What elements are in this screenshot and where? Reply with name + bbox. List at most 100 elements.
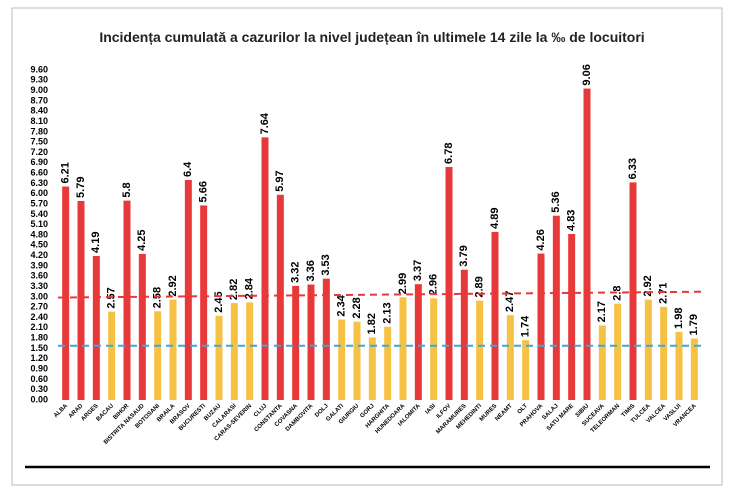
y-tick-label: 3.90	[30, 260, 48, 270]
bar	[77, 200, 85, 400]
value-label: 2.28	[351, 297, 363, 318]
value-label: 2.92	[167, 275, 179, 296]
bar	[246, 302, 254, 400]
bar	[92, 255, 100, 400]
x-tick-label: OLT	[517, 403, 530, 416]
value-label: 4.83	[566, 210, 578, 231]
y-tick-label: 6.30	[30, 178, 48, 188]
bar	[491, 231, 499, 400]
y-tick-label: 9.00	[30, 85, 48, 95]
bar	[338, 319, 346, 400]
y-tick-label: 0.00	[30, 394, 48, 404]
value-label: 4.26	[535, 229, 547, 250]
y-tick-label: 1.80	[30, 333, 48, 343]
value-label: 2.13	[382, 302, 394, 323]
y-tick-label: 2.70	[30, 302, 48, 312]
frame	[11, 7, 723, 486]
value-label: 3.53	[320, 254, 332, 275]
y-tick-label: 0.60	[30, 374, 48, 384]
y-tick-label: 6.60	[30, 168, 48, 178]
bar	[537, 253, 545, 400]
bar	[629, 182, 637, 400]
value-label: 1.82	[366, 313, 378, 334]
bar	[460, 269, 468, 400]
bar	[154, 311, 162, 400]
bar	[675, 331, 683, 400]
y-tick-label: 5.40	[30, 209, 48, 219]
bar	[568, 233, 576, 400]
value-label: 2.89	[474, 276, 486, 297]
bar	[506, 315, 514, 400]
bar	[522, 340, 530, 400]
bar	[476, 300, 484, 400]
value-label: 6.21	[60, 162, 72, 183]
bar	[384, 326, 392, 400]
y-tick-label: 3.00	[30, 291, 48, 301]
value-label: 2.8	[612, 285, 624, 300]
value-label: 6.78	[443, 143, 455, 164]
y-tick-label: 0.90	[30, 363, 48, 373]
value-label: 3.36	[305, 260, 317, 281]
bar	[62, 186, 70, 400]
bar	[445, 166, 453, 400]
y-tick-label: 6.90	[30, 157, 48, 167]
y-tick-label: 1.20	[30, 353, 48, 363]
value-label: 2.96	[428, 274, 440, 295]
bar	[200, 205, 208, 400]
value-label: 2.92	[642, 275, 654, 296]
value-label: 5.36	[550, 191, 562, 212]
value-label: 5.66	[198, 181, 210, 202]
x-tick-label: NEAMT	[494, 403, 514, 423]
bar	[598, 325, 606, 400]
value-label: 7.64	[259, 112, 271, 134]
bar	[614, 303, 622, 400]
bar	[307, 284, 315, 400]
y-tick-label: 3.60	[30, 271, 48, 281]
value-label: 2.34	[336, 294, 348, 316]
value-label: 4.89	[489, 207, 501, 228]
y-tick-label: 6.00	[30, 188, 48, 198]
bar	[184, 180, 192, 400]
y-tick-label: 7.80	[30, 126, 48, 136]
chart-title: Incidența cumulată a cazurilor la nivel …	[99, 29, 644, 45]
bar	[368, 337, 376, 400]
value-label: 1.98	[673, 308, 685, 329]
bar	[552, 215, 560, 400]
bar	[230, 303, 238, 400]
bar	[430, 298, 438, 400]
value-label: 3.32	[290, 261, 302, 282]
y-tick-label: 9.60	[30, 64, 48, 74]
y-tick-label: 8.40	[30, 106, 48, 116]
y-tick-label: 1.50	[30, 343, 48, 353]
y-tick-label: 4.20	[30, 250, 48, 260]
value-label: 4.19	[90, 232, 102, 253]
x-tick-label: IASI	[425, 403, 438, 416]
value-label: 1.74	[520, 315, 532, 337]
value-label: 1.79	[688, 314, 700, 335]
y-tick-label: 4.50	[30, 240, 48, 250]
y-tick-label: 4.80	[30, 229, 48, 239]
y-tick-label: 3.30	[30, 281, 48, 291]
value-label: 2.82	[228, 279, 240, 300]
bar	[261, 137, 269, 400]
y-tick-label: 8.70	[30, 95, 48, 105]
bar	[123, 200, 131, 400]
value-label: 2.45	[213, 291, 225, 312]
y-tick-label: 2.40	[30, 312, 48, 322]
y-tick-label: 5.10	[30, 219, 48, 229]
bar	[108, 311, 116, 400]
bar	[276, 194, 284, 400]
value-label: 6.33	[627, 158, 639, 179]
y-tick-label: 7.20	[30, 147, 48, 157]
value-label: 2.84	[244, 277, 256, 299]
y-tick-label: 2.10	[30, 322, 48, 332]
bar	[690, 338, 698, 400]
y-tick-label: 0.30	[30, 384, 48, 394]
bar	[215, 315, 223, 400]
value-label: 2.47	[504, 291, 516, 312]
y-tick-label: 7.50	[30, 137, 48, 147]
value-label: 5.97	[274, 170, 286, 191]
y-tick-label: 5.70	[30, 198, 48, 208]
y-tick-label: 9.30	[30, 75, 48, 85]
